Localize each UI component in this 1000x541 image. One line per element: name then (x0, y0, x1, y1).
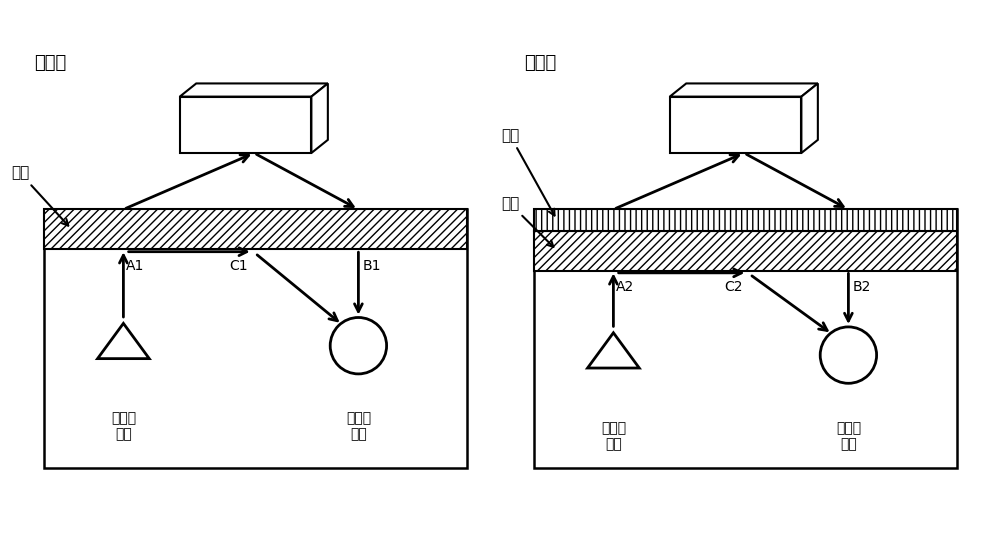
Text: B2: B2 (852, 280, 871, 294)
Bar (44, 209, 466, 249)
Text: 红外发
射器: 红外发 射器 (601, 421, 626, 451)
Text: 无贴膜: 无贴膜 (34, 54, 66, 72)
Text: 外界物体: 外界物体 (236, 111, 272, 126)
Text: A1: A1 (126, 259, 144, 273)
Polygon shape (670, 83, 818, 97)
Text: 外界物体: 外界物体 (726, 111, 762, 126)
Polygon shape (180, 83, 328, 97)
Text: 红外发
射器: 红外发 射器 (111, 412, 136, 441)
Bar (534, 209, 956, 230)
Text: B1: B1 (362, 259, 381, 273)
Bar (44, 209, 466, 468)
Text: 红外接
收器: 红外接 收器 (836, 421, 861, 451)
Text: 贴膜: 贴膜 (501, 128, 555, 215)
Polygon shape (670, 97, 801, 153)
Text: 屏幕: 屏幕 (501, 196, 553, 247)
Bar (534, 209, 956, 468)
Text: C2: C2 (724, 280, 743, 294)
Text: 有贴膜: 有贴膜 (524, 54, 556, 72)
Text: 红外接
收器: 红外接 收器 (346, 412, 371, 441)
Polygon shape (801, 83, 818, 153)
Polygon shape (311, 83, 328, 153)
Bar (534, 230, 956, 270)
Polygon shape (180, 97, 311, 153)
Text: A2: A2 (616, 280, 634, 294)
Text: C1: C1 (229, 259, 248, 273)
Text: 屏幕: 屏幕 (11, 166, 68, 226)
